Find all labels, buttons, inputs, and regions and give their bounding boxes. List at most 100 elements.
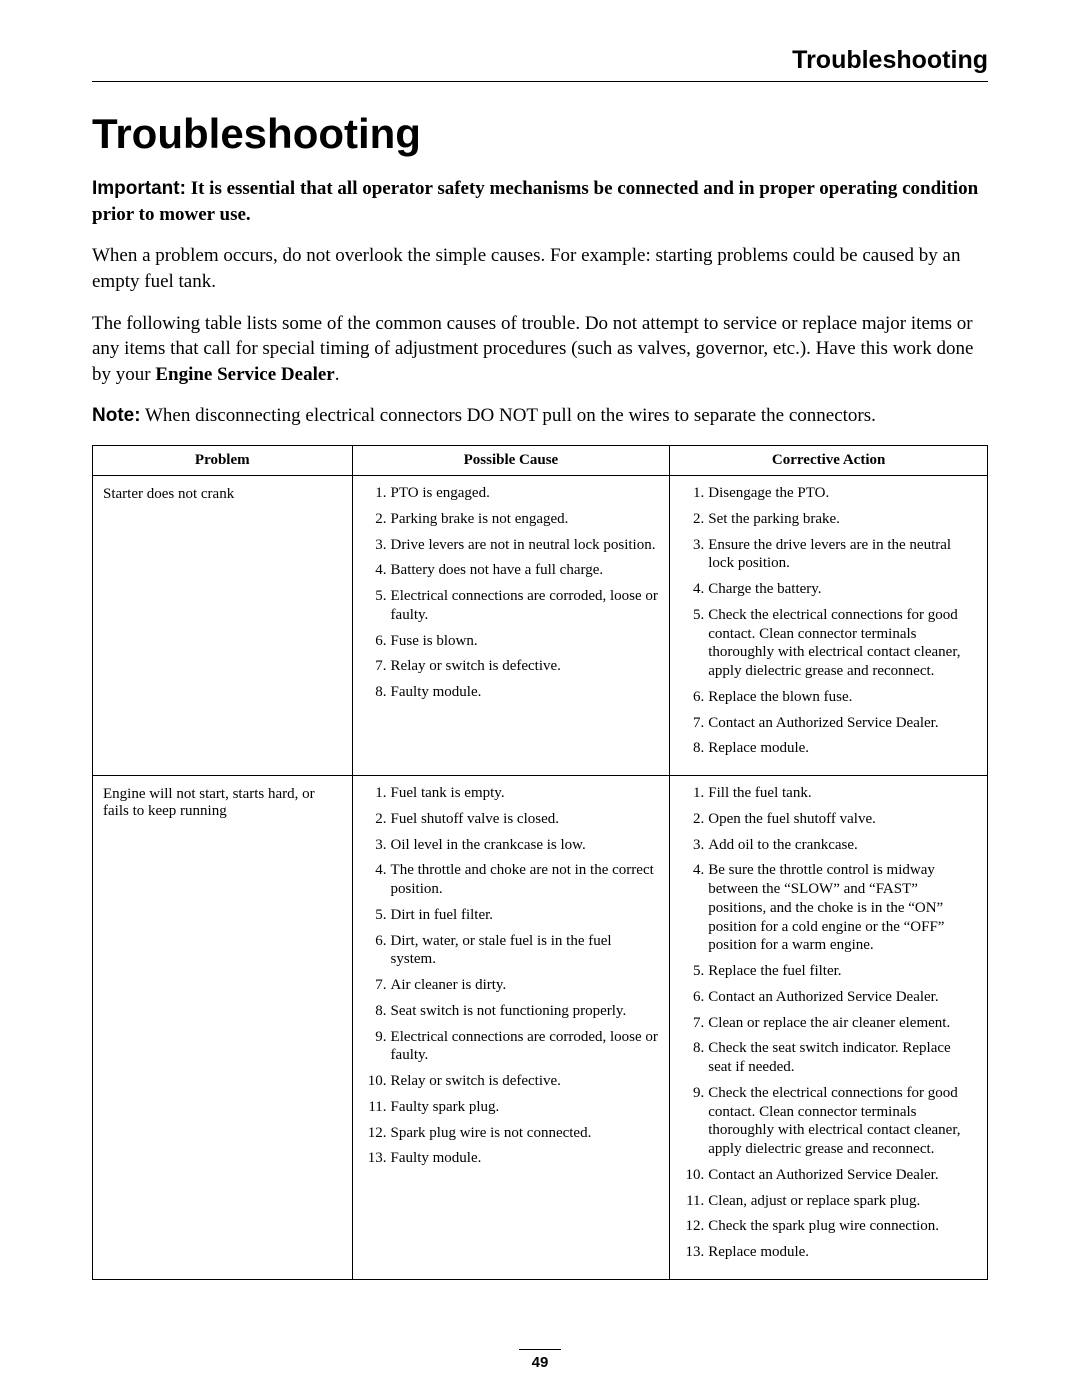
list-number: 2. — [363, 510, 387, 529]
list-item: 8.Replace module. — [680, 739, 977, 758]
list-number: 3. — [680, 836, 704, 855]
list-text: Be sure the throttle control is midway b… — [708, 862, 944, 953]
list-text: Drive levers are not in neutral lock pos… — [391, 537, 656, 553]
table-row: Starter does not crank1.PTO is engaged.2… — [93, 476, 988, 776]
list-item: 2.Open the fuel shutoff valve. — [680, 810, 977, 829]
list-text: Seat switch is not functioning properly. — [391, 1003, 627, 1019]
list-number: 11. — [363, 1098, 387, 1117]
list-item: 4.Battery does not have a full charge. — [363, 561, 660, 580]
section-title: Troubleshooting — [92, 110, 988, 158]
list-item: 3.Oil level in the crankcase is low. — [363, 836, 660, 855]
list-number: 4. — [363, 561, 387, 580]
list-text: Ensure the drive levers are in the neutr… — [708, 537, 951, 572]
list-text: Fill the fuel tank. — [708, 785, 811, 801]
list-text: Relay or switch is defective. — [391, 1073, 561, 1089]
problem-cell: Starter does not crank — [93, 476, 353, 776]
list-item: 13.Replace module. — [680, 1243, 977, 1262]
list-item: 5.Replace the fuel filter. — [680, 962, 977, 981]
list-text: Spark plug wire is not connected. — [391, 1125, 592, 1141]
list-number: 6. — [363, 932, 387, 951]
list-number: 13. — [363, 1149, 387, 1168]
list-text: Dirt, water, or stale fuel is in the fue… — [391, 933, 612, 968]
list-text: PTO is engaged. — [391, 485, 490, 501]
list-number: 1. — [363, 784, 387, 803]
list-item: 8.Seat switch is not functioning properl… — [363, 1002, 660, 1021]
list-item: 12.Check the spark plug wire connection. — [680, 1217, 977, 1236]
list-item: 5.Dirt in fuel filter. — [363, 906, 660, 925]
list-text: Parking brake is not engaged. — [391, 511, 569, 527]
list-item: 7.Clean or replace the air cleaner eleme… — [680, 1014, 977, 1033]
list-text: Replace module. — [708, 740, 809, 756]
list-item: 2.Fuel shutoff valve is closed. — [363, 810, 660, 829]
table-row: Engine will not start, starts hard, or f… — [93, 776, 988, 1280]
list-text: Contact an Authorized Service Dealer. — [708, 1167, 938, 1183]
list-number: 7. — [363, 976, 387, 995]
list-text: Set the parking brake. — [708, 511, 840, 527]
list-number: 5. — [680, 962, 704, 981]
list-item: 13.Faulty module. — [363, 1149, 660, 1168]
list-text: Clean, adjust or replace spark plug. — [708, 1193, 920, 1209]
list-number: 5. — [363, 906, 387, 925]
list-number: 8. — [363, 683, 387, 702]
list-number: 5. — [363, 587, 387, 606]
list-number: 11. — [680, 1192, 704, 1211]
list-number: 4. — [680, 861, 704, 880]
list-number: 7. — [680, 714, 704, 733]
list-text: Check the electrical connections for goo… — [708, 1085, 960, 1157]
list-text: Electrical connections are corroded, loo… — [391, 588, 658, 623]
list-number: 3. — [363, 836, 387, 855]
list-number: 10. — [363, 1072, 387, 1091]
problem-cell: Engine will not start, starts hard, or f… — [93, 776, 353, 1280]
list-item: 6.Dirt, water, or stale fuel is in the f… — [363, 932, 660, 970]
list-item: 7.Contact an Authorized Service Dealer. — [680, 714, 977, 733]
intro-p2-bold: Engine Service Dealer — [155, 364, 334, 385]
list-number: 4. — [680, 580, 704, 599]
list-number: 7. — [680, 1014, 704, 1033]
list-number: 2. — [680, 810, 704, 829]
list-item: 8.Check the seat switch indicator. Repla… — [680, 1039, 977, 1077]
list-number: 6. — [363, 632, 387, 651]
list-text: Disengage the PTO. — [708, 485, 829, 501]
cause-list: 1.PTO is engaged.2.Parking brake is not … — [363, 484, 660, 702]
list-number: 10. — [680, 1166, 704, 1185]
action-cell: 1.Disengage the PTO.2.Set the parking br… — [670, 476, 988, 776]
cause-cell: 1.PTO is engaged.2.Parking brake is not … — [352, 476, 670, 776]
list-item: 3.Drive levers are not in neutral lock p… — [363, 536, 660, 555]
action-list: 1.Fill the fuel tank.2.Open the fuel shu… — [680, 784, 977, 1262]
list-item: 8.Faulty module. — [363, 683, 660, 702]
list-item: 1.Fuel tank is empty. — [363, 784, 660, 803]
list-text: Faulty module. — [391, 684, 482, 700]
list-item: 9.Check the electrical connections for g… — [680, 1084, 977, 1159]
list-text: Fuel tank is empty. — [391, 785, 505, 801]
th-cause: Possible Cause — [352, 446, 670, 476]
list-number: 8. — [680, 1039, 704, 1058]
list-item: 3.Add oil to the crankcase. — [680, 836, 977, 855]
list-number: 3. — [680, 536, 704, 555]
list-text: Faulty spark plug. — [391, 1099, 500, 1115]
list-text: Check the electrical connections for goo… — [708, 607, 960, 679]
list-number: 8. — [363, 1002, 387, 1021]
list-item: 12.Spark plug wire is not connected. — [363, 1124, 660, 1143]
list-text: Charge the battery. — [708, 581, 821, 597]
cause-cell: 1.Fuel tank is empty. 2.Fuel shutoff valv… — [352, 776, 670, 1280]
list-item: 10.Relay or switch is defective. — [363, 1072, 660, 1091]
list-text: Air cleaner is dirty. — [391, 977, 507, 993]
list-item: 5.Check the electrical connections for g… — [680, 606, 977, 681]
th-problem: Problem — [93, 446, 353, 476]
list-text: Clean or replace the air cleaner element… — [708, 1015, 950, 1031]
list-text: Add oil to the crankcase. — [708, 837, 858, 853]
list-item: 5.Electrical connections are corroded, l… — [363, 587, 660, 625]
list-number: 12. — [680, 1217, 704, 1236]
list-text: Relay or switch is defective. — [391, 658, 561, 674]
list-text: Dirt in fuel filter. — [391, 907, 493, 923]
list-text: Contact an Authorized Service Dealer. — [708, 989, 938, 1005]
running-head: Troubleshooting — [92, 46, 988, 82]
list-item: 4.Charge the battery. — [680, 580, 977, 599]
list-item: 3.Ensure the drive levers are in the neu… — [680, 536, 977, 574]
list-number: 4. — [363, 861, 387, 880]
intro-paragraph-2: The following table lists some of the co… — [92, 311, 988, 388]
list-item: 6.Replace the blown fuse. — [680, 688, 977, 707]
list-text: Replace the fuel filter. — [708, 963, 841, 979]
note-text: When disconnecting electrical connectors… — [145, 405, 876, 426]
list-number: 5. — [680, 606, 704, 625]
